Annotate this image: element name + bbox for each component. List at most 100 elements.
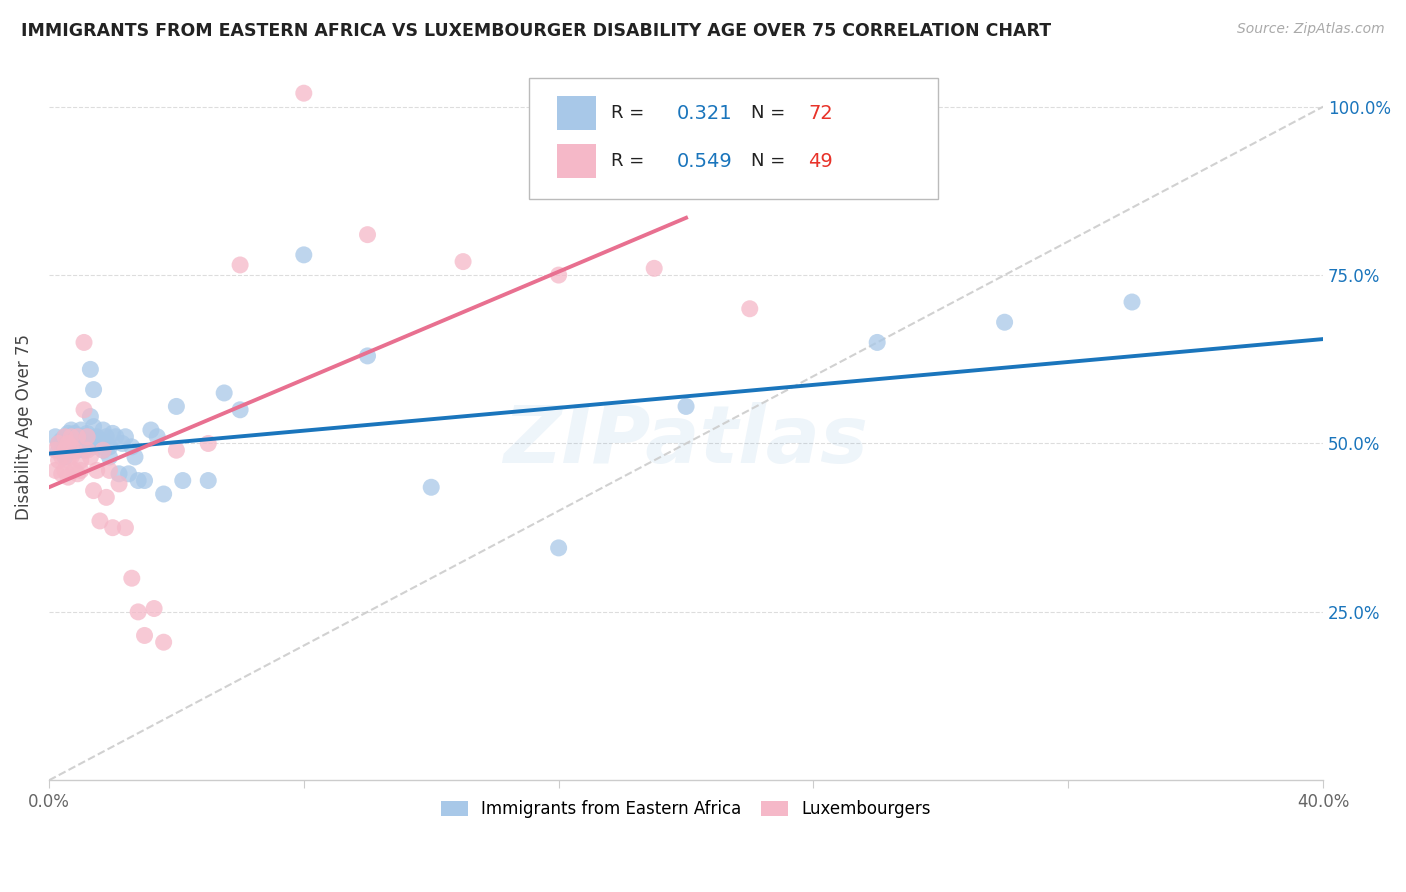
Point [48, 436, 70, 450]
Text: 0.321: 0.321 [678, 103, 733, 123]
Point [76, 440, 98, 454]
Point [866, 335, 889, 350]
Point [44, 463, 66, 477]
Point [83, 419, 105, 434]
Point [738, 301, 761, 316]
Point [60, 423, 83, 437]
Point [127, 474, 149, 488]
Point [111, 436, 134, 450]
Point [994, 315, 1017, 329]
Point [56, 436, 79, 450]
Point [91, 443, 114, 458]
Point [114, 430, 136, 444]
Text: N =: N = [751, 104, 792, 122]
Point [73, 443, 96, 458]
Point [356, 349, 378, 363]
Point [229, 258, 252, 272]
Point [73, 335, 96, 350]
Point [229, 402, 252, 417]
Point [73, 430, 96, 444]
Point [60, 430, 83, 444]
Point [53, 463, 76, 477]
Point [48, 436, 70, 450]
Point [165, 400, 187, 414]
Point [451, 254, 474, 268]
Point [56, 470, 79, 484]
Point [60, 440, 83, 454]
Point [96, 491, 118, 505]
Point [356, 227, 378, 242]
Point [139, 423, 162, 437]
Point [197, 436, 219, 450]
Point [121, 571, 143, 585]
Point [56, 433, 79, 447]
Text: Source: ZipAtlas.com: Source: ZipAtlas.com [1237, 22, 1385, 37]
Point [89, 514, 111, 528]
Point [66, 467, 89, 481]
Text: R =: R = [610, 104, 650, 122]
Point [53, 450, 76, 464]
Text: ZIPatlas: ZIPatlas [503, 401, 869, 480]
Point [91, 423, 114, 437]
Point [60, 436, 83, 450]
Point [60, 430, 83, 444]
Point [51, 433, 73, 447]
Y-axis label: Disability Age Over 75: Disability Age Over 75 [15, 334, 32, 520]
Point [66, 430, 89, 444]
Point [79, 450, 101, 464]
Point [104, 430, 127, 444]
Point [98, 440, 121, 454]
Point [53, 443, 76, 458]
Point [63, 426, 86, 441]
Point [152, 487, 174, 501]
Point [89, 440, 111, 454]
Point [547, 541, 569, 555]
Point [134, 628, 156, 642]
Point [48, 443, 70, 458]
Point [53, 443, 76, 458]
Point [53, 436, 76, 450]
Point [89, 433, 111, 447]
Point [124, 450, 146, 464]
Point [134, 474, 156, 488]
Point [63, 443, 86, 458]
Point [76, 430, 98, 444]
Point [66, 436, 89, 450]
Point [91, 443, 114, 458]
FancyBboxPatch shape [557, 96, 596, 130]
Text: 0.549: 0.549 [678, 152, 733, 171]
Point [98, 463, 121, 477]
Point [420, 480, 443, 494]
Point [56, 453, 79, 467]
Point [197, 474, 219, 488]
Point [83, 383, 105, 397]
Point [165, 443, 187, 458]
Point [152, 635, 174, 649]
Point [83, 483, 105, 498]
Point [73, 433, 96, 447]
Point [73, 402, 96, 417]
Point [66, 443, 89, 458]
Point [79, 409, 101, 424]
Point [56, 426, 79, 441]
Point [69, 440, 91, 454]
Point [83, 440, 105, 454]
Point [63, 440, 86, 454]
Point [172, 474, 194, 488]
Point [48, 453, 70, 467]
Point [53, 430, 76, 444]
Point [76, 426, 98, 441]
Point [98, 450, 121, 464]
Point [44, 430, 66, 444]
Legend: Immigrants from Eastern Africa, Luxembourgers: Immigrants from Eastern Africa, Luxembou… [434, 794, 938, 825]
Point [76, 436, 98, 450]
Point [60, 450, 83, 464]
Point [292, 248, 315, 262]
Point [63, 463, 86, 477]
Text: IMMIGRANTS FROM EASTERN AFRICA VS LUXEMBOURGER DISABILITY AGE OVER 75 CORRELATIO: IMMIGRANTS FROM EASTERN AFRICA VS LUXEMB… [21, 22, 1052, 40]
Point [108, 476, 131, 491]
Point [108, 467, 131, 481]
Point [212, 386, 235, 401]
Point [121, 440, 143, 454]
Point [96, 430, 118, 444]
